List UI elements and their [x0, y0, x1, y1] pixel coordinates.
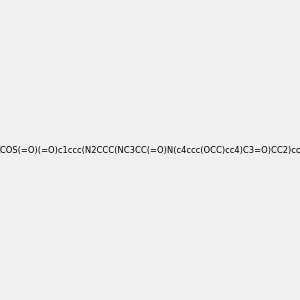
Text: CCOS(=O)(=O)c1ccc(N2CCC(NC3CC(=O)N(c4ccc(OCC)cc4)C3=O)CC2)cc1: CCOS(=O)(=O)c1ccc(N2CCC(NC3CC(=O)N(c4ccc… — [0, 146, 300, 154]
